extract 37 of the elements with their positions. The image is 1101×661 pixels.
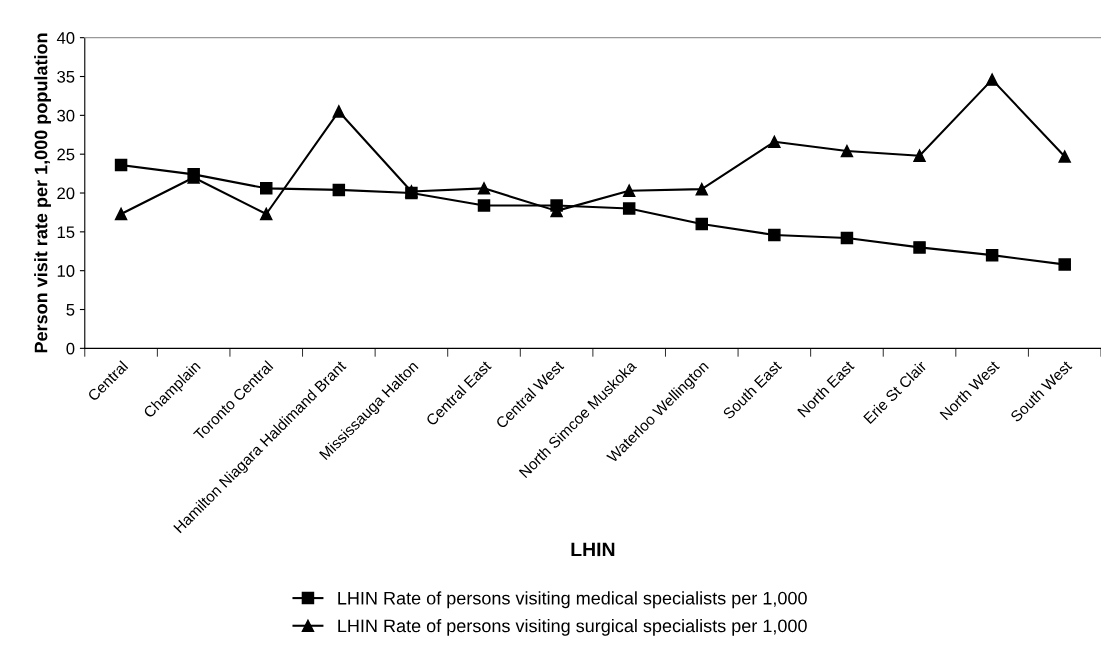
point xyxy=(622,184,636,197)
point xyxy=(695,182,709,196)
point xyxy=(332,183,346,197)
y-tick-label: 25 xyxy=(57,148,75,161)
point xyxy=(913,241,926,254)
point xyxy=(259,182,273,195)
point xyxy=(840,144,854,158)
x-tick-label: Erie St Clair xyxy=(862,359,928,425)
legend-label: LHIN Rate of persons visiting surgical specialists per 1,000 xyxy=(338,618,807,636)
y-tick-label: 0 xyxy=(66,342,75,355)
y-tick-label: 30 xyxy=(57,109,75,122)
legend-label: LHIN Rate of persons visiting medical specialists per 1,000 xyxy=(338,591,807,609)
point xyxy=(259,207,273,221)
y-tick-label: 40 xyxy=(56,32,75,44)
y-tick-label: 5 xyxy=(66,304,75,316)
point xyxy=(1058,258,1071,271)
point xyxy=(985,248,999,262)
point xyxy=(550,199,563,212)
point xyxy=(985,73,999,86)
point xyxy=(332,105,346,118)
point xyxy=(622,202,636,215)
point xyxy=(114,207,128,221)
y-tick-label: 15 xyxy=(57,226,75,239)
x-axis-title: LHIN xyxy=(571,542,615,557)
point xyxy=(768,228,781,242)
point xyxy=(840,231,854,245)
point xyxy=(114,158,128,172)
point xyxy=(695,217,709,231)
point xyxy=(1058,150,1071,163)
point xyxy=(477,199,491,212)
point xyxy=(913,149,926,162)
y-tick-label: 20 xyxy=(57,187,75,200)
y-tick-label: 10 xyxy=(57,265,75,277)
point xyxy=(477,182,491,195)
point xyxy=(768,135,781,149)
y-tick-label: 35 xyxy=(57,70,75,83)
y-axis-title: Person visit rate per 1,000 population xyxy=(34,33,51,353)
